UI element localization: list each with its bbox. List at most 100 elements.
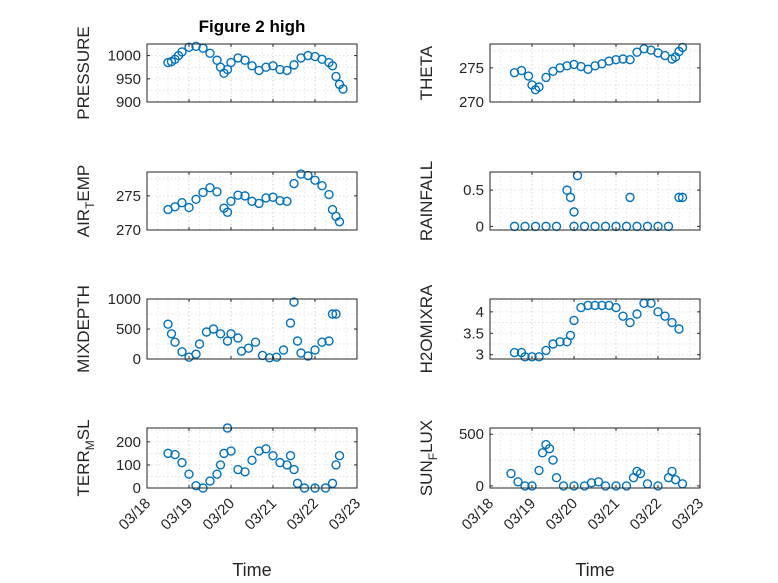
subplot-theta: 270 275 THETA: [417, 42, 701, 111]
data-point: [275, 64, 285, 75]
data-point: [625, 54, 635, 65]
x-tick-label: 03/18: [459, 495, 498, 534]
y-axis-label: SUNFLUX: [417, 420, 440, 496]
data-point: [331, 460, 341, 470]
data-point: [215, 329, 226, 339]
data-point: [677, 192, 688, 203]
axes-box: [489, 298, 701, 360]
data-point: [327, 309, 338, 319]
data-point: [653, 481, 663, 491]
data-point: [226, 329, 236, 339]
data-point: [621, 481, 632, 491]
y-tick-label: 275: [116, 188, 141, 205]
data-point: [240, 191, 250, 201]
x-tick-label: 03/21: [242, 495, 281, 534]
data-point: [222, 336, 233, 346]
data-point: [541, 345, 551, 356]
data-point: [292, 478, 303, 489]
y-tick-label: 270: [116, 222, 141, 239]
data-point: [513, 477, 523, 487]
y-axis-label: RAINFALL: [417, 161, 436, 241]
axes-box: [146, 171, 358, 231]
data-point: [611, 481, 621, 491]
data-point: [250, 337, 261, 347]
data-point: [285, 450, 296, 461]
y-tick-label: 275: [459, 60, 484, 77]
y-axis-label: PRESSURE: [74, 26, 93, 120]
data-point: [233, 333, 243, 343]
data-point: [660, 311, 670, 321]
x-tick-label: 03/22: [627, 495, 666, 534]
data-point: [586, 478, 597, 488]
axes-box: [146, 43, 358, 103]
axes-box: [489, 171, 701, 231]
data-point: [208, 324, 219, 334]
data-point: [611, 302, 621, 313]
data-point: [310, 345, 320, 355]
grid: [146, 43, 358, 103]
data-point: [226, 196, 236, 207]
data-point: [534, 82, 544, 92]
x-tick-label: 03/20: [543, 495, 582, 534]
data-point: [565, 192, 576, 203]
data-point: [194, 339, 205, 349]
x-tick-label: 03/23: [669, 495, 708, 534]
data-point: [289, 464, 299, 475]
data-point: [282, 65, 292, 76]
y-tick-label: 1000: [108, 291, 141, 308]
data-point: [565, 330, 576, 341]
y-tick-label: 500: [459, 426, 484, 443]
data-point: [240, 467, 250, 477]
data-point: [516, 65, 527, 76]
data-point: [177, 347, 187, 357]
data-point: [166, 329, 177, 339]
data-point: [674, 192, 684, 203]
data-point: [527, 481, 537, 491]
y-tick-label: 0: [476, 218, 484, 235]
data-point: [674, 324, 684, 334]
series-markers: [509, 298, 684, 362]
x-tick-label: 03/19: [158, 495, 197, 534]
data-point: [527, 352, 537, 362]
data-point: [537, 448, 548, 458]
axes-box: [146, 427, 358, 489]
data-point: [163, 448, 173, 459]
data-point: [184, 202, 194, 213]
data-point: [289, 60, 299, 70]
data-point: [523, 71, 534, 81]
y-tick-label: 4: [476, 304, 484, 321]
data-point: [583, 300, 593, 311]
data-point: [275, 195, 285, 206]
data-point: [600, 481, 611, 491]
y-tick-label: 500: [116, 321, 141, 338]
series-markers: [506, 439, 688, 491]
data-point: [534, 352, 544, 362]
data-point: [639, 44, 649, 54]
data-point: [324, 189, 334, 200]
data-point: [261, 444, 271, 454]
axes-box: [489, 427, 701, 489]
data-point: [282, 196, 292, 207]
data-point: [268, 61, 278, 71]
data-point: [191, 349, 201, 359]
data-point: [555, 337, 565, 347]
data-point: [509, 347, 520, 358]
data-point: [327, 478, 338, 489]
data-point: [327, 61, 338, 71]
data-point: [212, 469, 222, 479]
data-point: [191, 194, 201, 204]
data-point: [247, 61, 257, 71]
y-tick-label: 270: [459, 94, 484, 111]
subplot-rainfall: 0 0.5 RAINFALL: [417, 161, 701, 241]
subplot-mixdepth: 0 500 1000 MIXDEPTH: [74, 285, 358, 373]
grid: [489, 171, 701, 230]
data-point: [282, 460, 292, 470]
x-tick-label: 03/21: [585, 495, 624, 534]
data-point: [625, 317, 635, 328]
data-point: [212, 187, 222, 197]
y-tick-label: 0: [133, 351, 141, 368]
subplot-h2omixra: 3 3.5 4 H2OMIXRA: [417, 284, 701, 373]
x-tick-label: 03/23: [326, 495, 365, 534]
data-point: [667, 466, 677, 477]
